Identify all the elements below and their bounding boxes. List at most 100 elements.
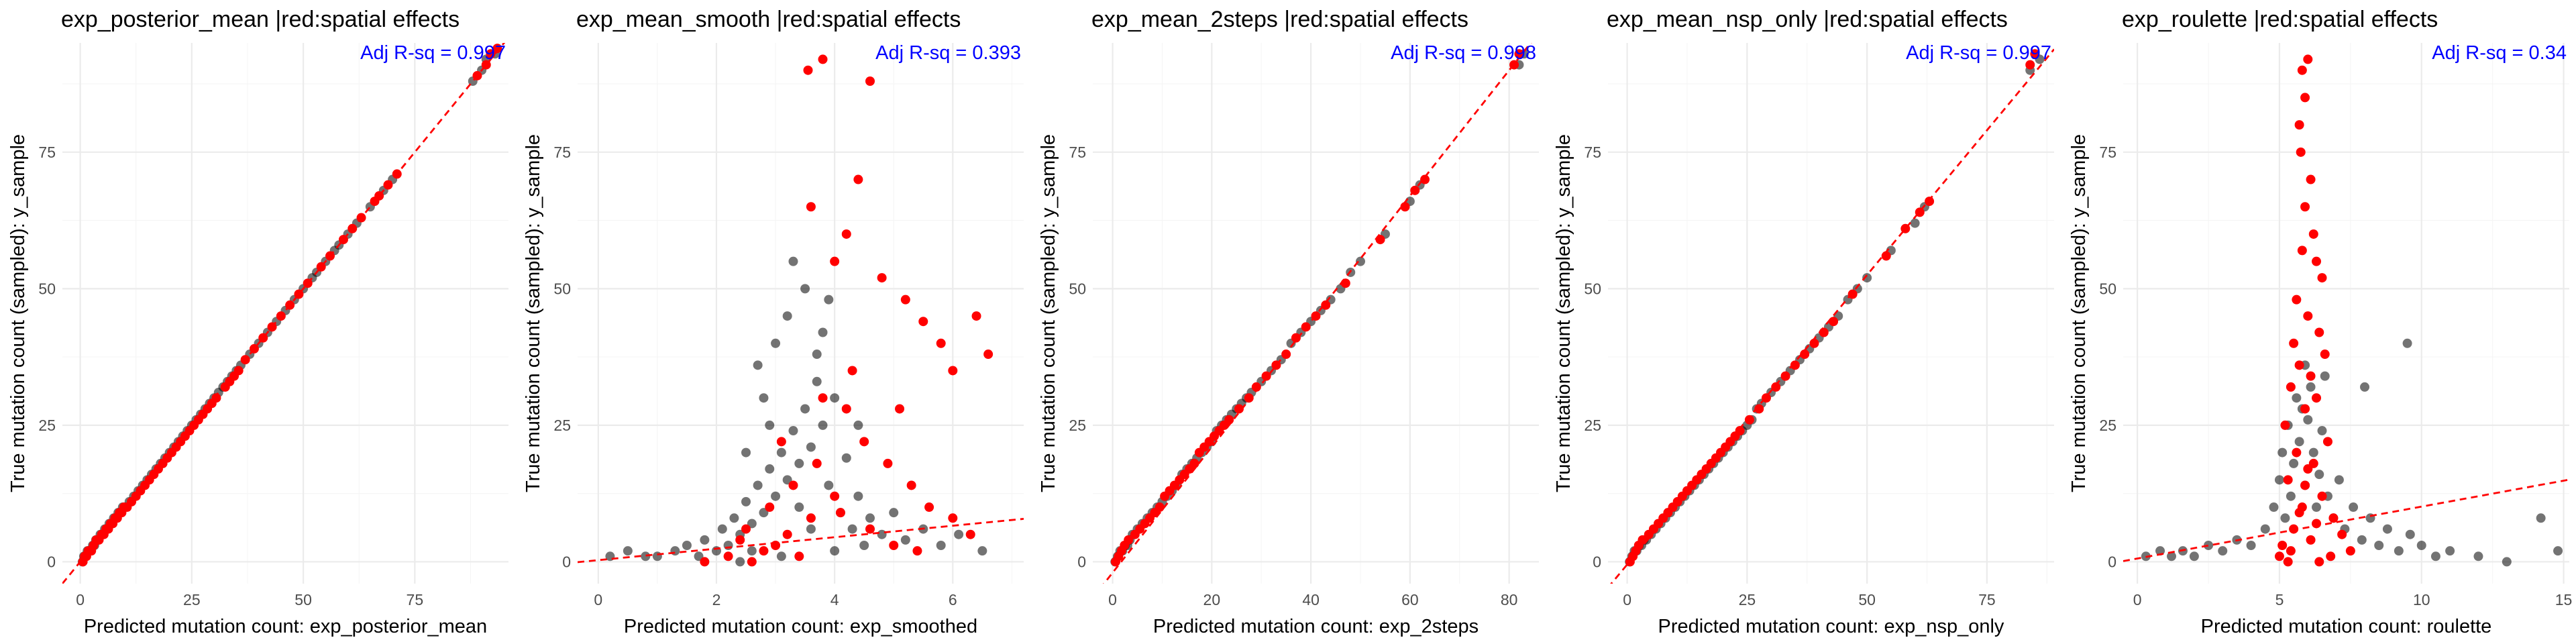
data-point: [824, 294, 834, 305]
spatial-point: [782, 529, 792, 539]
data-point: [2473, 551, 2483, 561]
x-tick-label: 80: [1501, 591, 1518, 608]
spatial-point: [1925, 197, 1935, 207]
spatial-point: [2283, 557, 2293, 567]
y-tick-label: 50: [553, 280, 571, 297]
y-tick-label: 50: [2099, 280, 2116, 297]
data-point: [682, 541, 692, 551]
data-point: [717, 524, 727, 534]
data-point: [2312, 502, 2322, 513]
spatial-point: [2306, 174, 2316, 184]
x-tick-label: 25: [183, 591, 201, 608]
spatial-point: [1400, 202, 1410, 212]
y-tick-label: 0: [47, 553, 56, 570]
data-point: [765, 464, 775, 474]
data-point: [954, 529, 964, 539]
data-point: [2402, 338, 2412, 348]
data-point: [859, 541, 869, 551]
spatial-point: [2345, 546, 2355, 556]
data-point: [830, 393, 840, 403]
chart-title: exp_roulette |red:spatial effects: [2122, 7, 2438, 32]
spatial-point: [723, 551, 733, 561]
x-axis-title: Predicted mutation count: exp_2steps: [1153, 616, 1479, 637]
spatial-point: [1251, 382, 1261, 392]
spatial-point: [1340, 278, 1350, 288]
data-point: [623, 546, 633, 556]
data-point: [2274, 475, 2284, 485]
spatial-point: [895, 404, 905, 414]
x-tick-label: 6: [949, 591, 957, 608]
y-axis-title: True mutation count (sampled): y_sample: [523, 134, 544, 492]
data-point: [670, 546, 680, 556]
data-point: [747, 519, 757, 529]
data-point: [723, 541, 733, 551]
chart-panel-1: 0 25 50 75 0 25 50 75 exp_posterior_mean |red:sp…: [7, 7, 508, 637]
data-point: [841, 453, 851, 463]
data-point: [2280, 513, 2290, 523]
data-point: [735, 557, 745, 567]
data-point: [818, 420, 828, 430]
data-point: [2289, 458, 2299, 468]
chart-title: exp_mean_smooth |red:spatial effects: [576, 7, 961, 32]
spatial-point: [859, 437, 869, 447]
spatial-point: [936, 338, 946, 348]
data-point: [788, 426, 798, 436]
spatial-point: [2306, 535, 2316, 545]
spatial-point: [2274, 551, 2284, 561]
data-point: [759, 508, 769, 518]
y-axis-title: True mutation count (sampled): y_sample: [2068, 134, 2090, 492]
points-layer: [2123, 54, 2569, 567]
spatial-point: [948, 366, 958, 376]
spatial-point: [2300, 404, 2310, 414]
spatial-point: [841, 404, 851, 414]
x-tick-label: 0: [1623, 591, 1631, 608]
x-tick-label: 4: [830, 591, 839, 608]
data-point: [753, 360, 763, 370]
spatial-point: [847, 366, 857, 376]
data-point: [806, 524, 816, 534]
adj-r-sq-label: Adj R-sq = 0.34: [2432, 42, 2567, 64]
spatial-point: [2289, 524, 2299, 534]
x-tick-label: 10: [2413, 591, 2430, 608]
spatial-point: [1155, 502, 1165, 513]
spatial-point: [883, 458, 893, 468]
spatial-point: [2294, 360, 2304, 370]
spatial-point: [948, 513, 958, 523]
spatial-point: [900, 294, 910, 305]
x-tick-label: 0: [76, 591, 85, 608]
spatial-point: [2306, 371, 2316, 381]
chart-panel-4: 0 25 50 75 0 25 50 75 exp_mean_nsp_only |red:spa…: [1553, 7, 2054, 637]
data-point: [2308, 447, 2318, 458]
chart-title: exp_posterior_mean |red:spatial effects: [61, 7, 460, 32]
data-point: [782, 311, 792, 321]
spatial-point: [965, 529, 975, 539]
y-tick-label: 0: [562, 553, 571, 570]
data-point: [729, 513, 739, 523]
data-point: [2320, 371, 2330, 381]
data-point: [794, 458, 804, 468]
data-point: [2553, 546, 2563, 556]
data-point: [2394, 546, 2404, 556]
y-tick-label: 25: [553, 417, 571, 434]
fit-line: [1102, 43, 1532, 584]
spatial-point: [2300, 93, 2310, 103]
spatial-point: [1261, 371, 1271, 381]
spatial-point: [788, 480, 798, 490]
data-point: [2314, 470, 2324, 480]
data-point: [1910, 218, 1920, 228]
spatial-point: [1124, 535, 1134, 545]
spatial-point: [841, 229, 851, 239]
spatial-point: [2286, 546, 2296, 556]
spatial-point: [2303, 464, 2313, 474]
y-tick-label: 75: [553, 144, 571, 161]
spatial-point: [2322, 437, 2332, 447]
x-axis-title: Predicted mutation count: roulette: [2201, 616, 2492, 637]
spatial-point: [803, 65, 813, 75]
spatial-point: [1420, 174, 1430, 184]
spatial-point: [2326, 551, 2336, 561]
spatial-point: [2292, 447, 2302, 458]
spatial-point: [2286, 382, 2296, 392]
spatial-point: [835, 508, 845, 518]
data-point: [765, 420, 775, 430]
spatial-point: [806, 202, 816, 212]
